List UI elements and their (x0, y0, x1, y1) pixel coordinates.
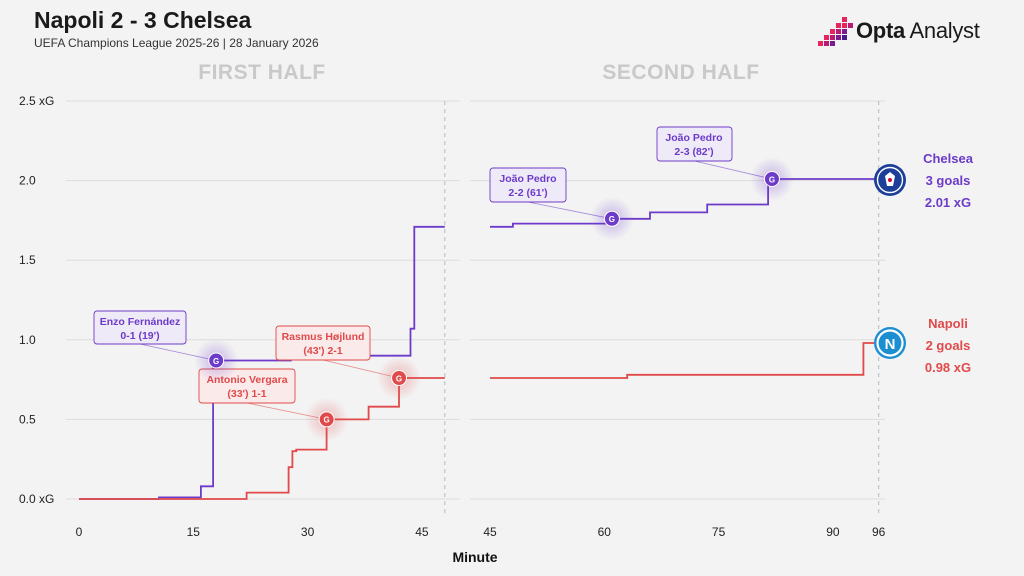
napoli-xg-line-half-2 (490, 342, 879, 379)
goal-marker-label: G (769, 175, 775, 184)
brand-name-bold: Opta (856, 18, 905, 43)
napoli-xg-total: 0.98 xG (925, 360, 971, 375)
brand-name: Opta Analyst (856, 18, 980, 44)
goal-marker-label: G (396, 374, 402, 383)
y-tick-label: 2.0 (19, 174, 36, 188)
goal-marker-label: G (213, 357, 219, 366)
goal-score-label: 2-3 (82') (674, 146, 713, 158)
goal-annotation-box (656, 126, 733, 162)
chelsea-crest-icon (874, 164, 906, 196)
x-axis-label: Minute (452, 549, 497, 565)
y-tick-label: 2.5 xG (19, 94, 54, 108)
goal-scorer-label: João Pedro (499, 173, 556, 185)
goal-scorer-label: João Pedro (665, 132, 722, 144)
x-tick-label: 75 (712, 525, 726, 539)
x-tick-label: 45 (483, 525, 497, 539)
opta-logo-icon (818, 17, 853, 46)
grid-layer: FIRST HALF SECOND HALF 0.0 xG 0.5 1.0 1.5 2.0 2… (19, 61, 886, 539)
panel-title-2: SECOND HALF (602, 61, 759, 84)
series-layer (79, 178, 879, 500)
x-tick-label: 60 (598, 525, 612, 539)
goal-marker-label: G (609, 215, 615, 224)
napoli-goal-count: 2 goals (926, 338, 971, 353)
goal-marker-layer: G G G G G (194, 157, 794, 442)
brand-name-rest: Analyst (904, 18, 980, 43)
goal-score-label: (43') 2-1 (303, 345, 342, 357)
goal-marker (318, 411, 335, 428)
y-tick-label: 1.5 (19, 253, 36, 267)
panel-title-1: FIRST HALF (198, 61, 325, 84)
chelsea-goal-count: 3 goals (926, 173, 971, 188)
goal-annotation-box (93, 310, 187, 345)
x-tick-label: 0 (76, 525, 83, 539)
y-tick-label: 0.0 xG (19, 492, 54, 506)
y-tick-label: 1.0 (19, 333, 36, 347)
y-tick-label: 0.5 (19, 412, 36, 426)
goal-marker (391, 370, 408, 387)
x-tick-label: 30 (301, 525, 315, 539)
napoli-team-name: Napoli (928, 316, 968, 331)
x-tick-label: 15 (187, 525, 201, 539)
svg-text:N: N (885, 336, 896, 353)
page-title: Napoli 2 - 3 Chelsea (34, 7, 252, 33)
x-tick-label: 96 (872, 525, 886, 539)
annotation-layer: Enzo Fernández 0-1 (19') João Pedro 2-2 (61… (93, 126, 773, 420)
match-subtitle: UEFA Champions League 2025-26 | 28 Janua… (34, 36, 319, 50)
goal-marker (763, 171, 780, 188)
chelsea-team-name: Chelsea (923, 151, 974, 166)
goal-marker-label: G (324, 416, 330, 425)
napoli-xg-line-half-1 (79, 377, 445, 500)
goal-marker (208, 352, 225, 369)
goal-annotation-box (489, 167, 567, 203)
chelsea-xg-total: 2.01 xG (925, 195, 971, 210)
goal-scorer-label: Enzo Fernández (100, 316, 181, 328)
x-tick-label: 90 (826, 525, 840, 539)
goal-scorer-label: Rasmus Højlund (282, 331, 365, 343)
brand: Opta Analyst (818, 14, 980, 48)
x-tick-label: 45 (415, 525, 429, 539)
goal-score-label: 0-1 (19') (120, 330, 159, 342)
napoli-crest-icon: N (874, 327, 906, 359)
goal-score-label: (33') 1-1 (227, 388, 266, 400)
goal-score-label: 2-2 (61') (508, 187, 547, 199)
goal-marker (603, 210, 620, 227)
goal-annotation-box (275, 325, 371, 361)
